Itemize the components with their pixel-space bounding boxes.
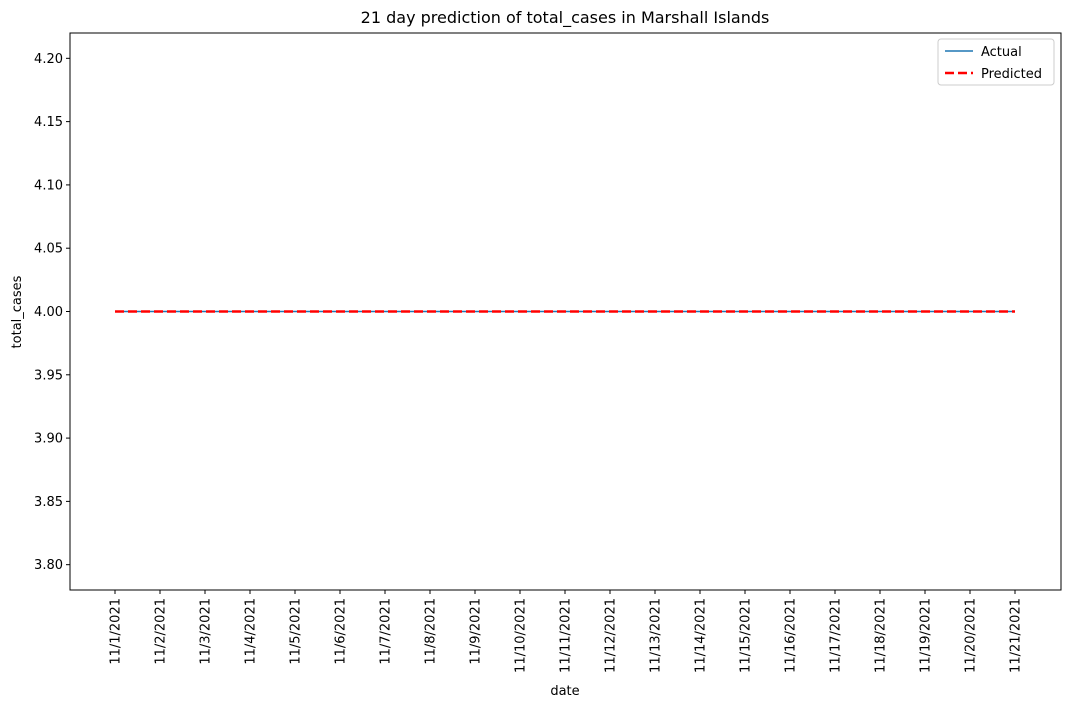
x-tick-label: 11/14/2021 xyxy=(694,598,709,673)
x-tick-label: 11/6/2021 xyxy=(334,598,349,665)
y-tick-label: 3.95 xyxy=(34,368,63,383)
x-tick-label: 11/3/2021 xyxy=(199,598,214,665)
legend-label-actual: Actual xyxy=(981,45,1022,60)
x-tick-label: 11/21/2021 xyxy=(1009,598,1024,673)
x-tick-label: 11/13/2021 xyxy=(649,598,664,673)
x-axis-label: date xyxy=(550,684,579,699)
y-tick-label: 4.10 xyxy=(34,178,63,193)
y-tick-label: 4.20 xyxy=(34,52,63,67)
legend: Actual Predicted xyxy=(937,38,1055,86)
x-tick-label: 11/20/2021 xyxy=(964,598,979,673)
axes: 3.80 3.85 3.90 3.95 4.00 4.05 4.10 4.15 4.20 11/1… xyxy=(34,32,1062,673)
x-tick-label: 11/10/2021 xyxy=(514,598,529,673)
x-tick-label: 11/8/2021 xyxy=(424,598,439,665)
y-tick-label: 4.00 xyxy=(34,305,63,320)
x-tick-label: 11/5/2021 xyxy=(289,598,304,665)
y-tick-label: 4.15 xyxy=(34,115,63,130)
y-axis-label: total_cases xyxy=(10,275,25,348)
y-tick-label: 3.85 xyxy=(34,495,63,510)
x-tick-label: 11/1/2021 xyxy=(109,598,124,665)
x-tick-label: 11/19/2021 xyxy=(919,598,934,673)
x-tick-label: 11/9/2021 xyxy=(469,598,484,665)
y-tick-label: 3.80 xyxy=(34,558,63,573)
x-tick-label: 11/11/2021 xyxy=(559,598,574,673)
x-tick-label: 11/12/2021 xyxy=(604,598,619,673)
y-tick-label: 4.05 xyxy=(34,242,63,257)
x-tick-label: 11/17/2021 xyxy=(829,598,844,673)
x-tick-label: 11/4/2021 xyxy=(244,598,259,665)
x-tick-label: 11/7/2021 xyxy=(379,598,394,665)
x-tick-label: 11/15/2021 xyxy=(739,598,754,673)
x-tick-label: 11/2/2021 xyxy=(154,598,169,665)
x-tick-label: 11/16/2021 xyxy=(784,598,799,673)
y-tick-label: 3.90 xyxy=(34,432,63,447)
legend-label-predicted: Predicted xyxy=(981,67,1042,82)
chart-title: 21 day prediction of total_cases in Mars… xyxy=(361,8,770,28)
x-tick-label: 11/18/2021 xyxy=(874,598,889,673)
